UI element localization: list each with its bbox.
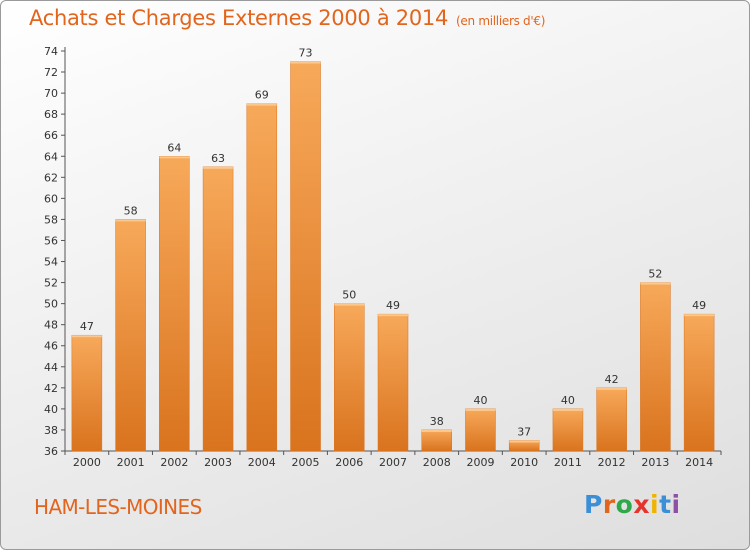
bar [246,103,278,452]
bar-highlight [246,103,277,106]
logo-letter: r [602,490,616,519]
y-tick-label: 46 [44,340,58,353]
bar [421,429,452,452]
x-tick-label: 2013 [641,456,669,469]
x-tick-label: 2003 [204,456,232,469]
y-tick-label: 66 [44,129,58,142]
x-tick-label: 2010 [510,456,538,469]
x-tick-label: 2002 [160,456,188,469]
bar [683,313,715,452]
x-tick-label: 2014 [685,456,713,469]
bar-value-label: 38 [430,415,444,428]
bar-value-label: 73 [299,47,313,60]
bar-value-label: 50 [342,289,356,302]
y-tick-label: 70 [44,87,58,100]
bar-highlight [203,166,234,169]
bar-value-label: 52 [648,268,662,281]
x-tick-label: 2004 [248,456,276,469]
bar [71,334,103,452]
y-tick-label: 64 [44,150,58,163]
y-tick-label: 68 [44,108,58,121]
bar [290,61,321,452]
bar-value-label: 49 [692,299,706,312]
bar [202,166,234,452]
chart-title: Achats et Charges Externes 2000 à 2014 (e… [29,6,545,30]
bar-value-label: 49 [386,299,400,312]
bar-highlight [640,282,671,285]
x-tick-label: 2006 [335,456,363,469]
bar-value-label: 58 [124,204,138,217]
x-tick-label: 2007 [379,456,407,469]
chart-title-text: Achats et Charges Externes 2000 à 2014 [29,6,449,30]
y-tick-label: 58 [44,213,58,226]
x-tick-label: 2011 [554,456,582,469]
bar-highlight [71,335,102,338]
y-tick-label: 74 [44,45,58,58]
bars: 47 58 64 63 69 73 50 49 38 40 37 40 42 52 49 [71,47,715,452]
bar-value-label: 69 [255,89,269,102]
bar-highlight [421,429,452,432]
bar [377,313,409,452]
bar-value-label: 47 [80,320,94,333]
bar-highlight [509,440,540,443]
y-tick-label: 44 [44,361,58,374]
x-tick-label: 2012 [598,456,626,469]
y-tick-label: 48 [44,319,58,332]
bar-highlight [596,387,627,390]
town-name: HAM-LES-MOINES [34,495,202,519]
y-tick-label: 40 [44,403,58,416]
y-tick-label: 42 [44,382,58,395]
chart-unit: (en milliers d'€) [456,14,546,28]
bar-highlight [159,156,190,159]
logo-letter: P [584,490,603,519]
bar [552,408,584,452]
bar [115,219,146,452]
x-tick-label: 2008 [423,456,451,469]
bar-highlight [465,408,496,411]
bar-value-label: 63 [211,152,225,165]
y-tick-label: 60 [44,192,58,205]
logo-letter: x [633,490,650,519]
bar-highlight [290,61,321,64]
bar [465,408,496,452]
x-tick-label: 2000 [73,456,101,469]
x-tick-label: 2005 [292,456,320,469]
bar-value-label: 40 [473,394,487,407]
bar-highlight [334,303,365,306]
bar [159,156,190,452]
y-tick-label: 56 [44,234,58,247]
x-tick-label: 2009 [466,456,494,469]
y-tick-label: 54 [44,256,58,269]
bar-value-label: 42 [605,373,619,386]
bar-highlight [552,408,583,411]
y-tick-label: 38 [44,424,58,437]
logo-letter: i [671,490,681,519]
y-tick-label: 52 [44,277,58,290]
bar-value-label: 40 [561,394,575,407]
x-tick-label: 2001 [117,456,145,469]
bar-highlight [378,314,408,317]
bar [640,282,671,452]
bar-value-label: 37 [517,425,531,438]
logo-letter: o [615,490,634,519]
bar [596,387,627,452]
proxiti-logo: Proxiti [584,490,681,519]
logo-letter: i [650,490,660,519]
y-tick-label: 62 [44,171,58,184]
axes: 36 38 40 42 44 46 48 50 52 54 56 58 60 62 64 66 68 70 72 74… [44,45,722,469]
y-tick-label: 36 [44,445,58,458]
logo-letter: t [659,490,672,519]
y-tick-label: 72 [44,66,58,79]
bar-value-label: 64 [167,141,181,154]
bar [334,303,365,452]
bar-highlight [115,219,146,222]
bar-highlight [684,314,715,317]
y-tick-label: 50 [44,298,58,311]
